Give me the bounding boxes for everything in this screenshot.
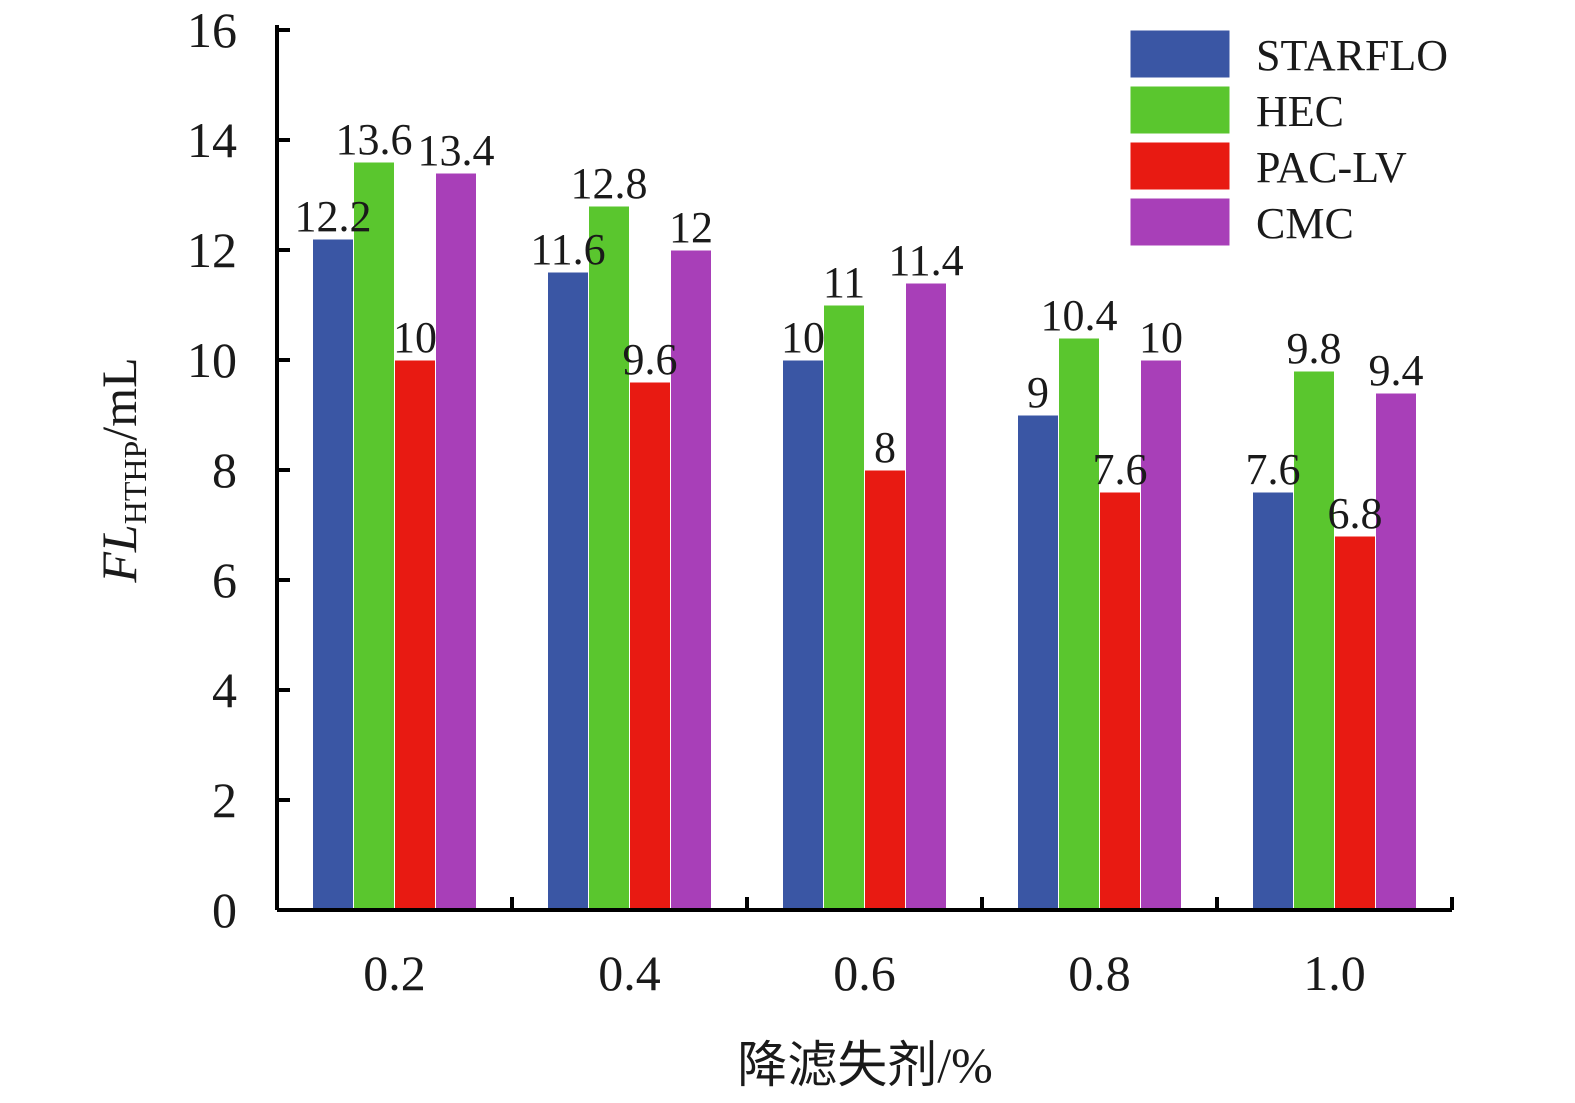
y-tick-label-10: 10 [187,332,237,388]
data-label-hec-0: 13.6 [336,115,413,164]
bar-pac-lv-4 [1334,535,1376,911]
x-tick-label-0.6: 0.6 [833,945,896,1001]
data-label-hec-4: 9.8 [1287,324,1342,373]
bars-layer [312,161,1417,911]
data-label-starflo-4: 7.6 [1246,445,1301,494]
x-tick-label-0.2: 0.2 [363,945,426,1001]
bar-pac-lv-2 [864,469,906,911]
x-tick-label-0.8: 0.8 [1068,945,1131,1001]
legend-swatch-hec [1129,85,1231,135]
legend-label-pac-lv: PAC-LV [1256,143,1407,192]
data-labels-layer: 12.2 11.6 10 9 7.6 13.6 12.8 11 10.4 9.8 10 9.6 8 7.6… [295,115,1424,538]
y-tick-label-16: 16 [187,2,237,58]
data-label-cmc-3: 10 [1139,313,1183,362]
x-axis-title: 降滤失剂/% [737,1037,993,1093]
y-tick-label-4: 4 [212,662,237,718]
bar-cmc-4 [1375,392,1417,911]
y-tick-label-6: 6 [212,552,237,608]
bar-starflo-4 [1252,491,1294,911]
data-label-pac-lv-3: 7.6 [1093,445,1148,494]
y-axis-title-unit: /mL [91,357,147,440]
bar-cmc-2 [905,282,947,911]
bar-cmc-0 [435,172,477,911]
y-axis-title-sub: HTHP [117,441,153,525]
data-label-hec-2: 11 [823,258,865,307]
data-label-hec-3: 10.4 [1041,291,1118,340]
data-label-cmc-4: 9.4 [1369,346,1424,395]
bar-pac-lv-1 [629,381,671,911]
legend-swatch-starflo [1129,29,1231,79]
legend-label-starflo: STARFLO [1256,31,1448,80]
data-label-pac-lv-1: 9.6 [623,335,678,384]
data-label-cmc-0: 13.4 [418,126,495,175]
y-tick-label-8: 8 [212,442,237,498]
x-tick-label-0.4: 0.4 [598,945,661,1001]
bar-cmc-3 [1140,359,1182,911]
legend-swatch-pac-lv [1129,141,1231,191]
legend-label-cmc: CMC [1256,199,1354,248]
data-label-hec-1: 12.8 [571,159,648,208]
legend-label-hec: HEC [1256,87,1344,136]
y-axis-title-main: FL [91,524,147,583]
bar-hec-3 [1058,337,1100,911]
bar-starflo-2 [782,359,824,911]
bar-cmc-1 [670,249,712,911]
y-tick-label-14: 14 [187,112,237,168]
data-label-cmc-1: 12 [669,203,713,252]
data-label-starflo-1: 11.6 [530,225,605,274]
bar-hec-1 [588,205,630,911]
bar-hec-0 [353,161,395,911]
axes-layer: 0 2 4 6 8 10 12 14 16 0.2 0.4 0.6 0.8 1.0 [187,2,1454,1001]
bar-hec-4 [1293,370,1335,911]
y-tick-label-0: 0 [212,882,237,938]
data-label-starflo-2: 10 [781,313,825,362]
data-label-starflo-3: 9 [1027,368,1049,417]
bar-hec-2 [823,304,865,911]
bar-pac-lv-3 [1099,491,1141,911]
data-label-cmc-2: 11.4 [888,236,963,285]
x-tick-label-1.0: 1.0 [1303,945,1366,1001]
y-tick-label-2: 2 [212,772,237,828]
data-label-pac-lv-0: 10 [393,313,437,362]
legend-swatch-cmc [1129,197,1231,247]
bar-starflo-1 [547,271,589,911]
bar-starflo-0 [312,238,354,911]
y-tick-label-12: 12 [187,222,237,278]
bar-pac-lv-0 [394,359,436,911]
y-axis-title: FLHTHP/mL [91,357,153,583]
bar-starflo-3 [1017,414,1059,911]
legend: STARFLO HEC PAC-LV CMC [1129,29,1448,248]
data-label-pac-lv-4: 6.8 [1328,489,1383,538]
data-label-pac-lv-2: 8 [874,423,896,472]
data-label-starflo-0: 12.2 [295,192,372,241]
